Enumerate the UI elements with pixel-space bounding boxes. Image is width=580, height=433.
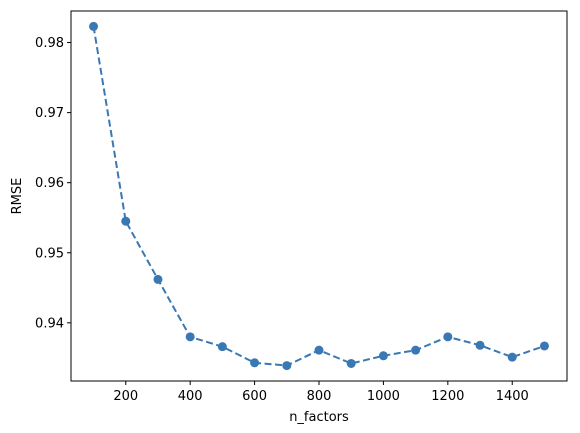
data-point bbox=[282, 361, 292, 371]
y-tick-label: 0.95 bbox=[35, 246, 64, 261]
y-tick-label: 0.97 bbox=[35, 106, 64, 121]
data-point bbox=[346, 358, 356, 368]
data-point bbox=[314, 345, 324, 355]
x-axis-label: n_factors bbox=[289, 410, 349, 425]
data-point bbox=[185, 332, 195, 342]
data-point bbox=[217, 342, 227, 352]
x-tick-label: 600 bbox=[242, 389, 267, 404]
y-tick-label: 0.96 bbox=[35, 176, 64, 191]
data-point bbox=[539, 341, 549, 351]
y-axis-label: RMSE bbox=[10, 178, 25, 215]
data-point bbox=[89, 21, 99, 31]
data-point bbox=[378, 351, 388, 361]
y-tick-label: 0.94 bbox=[35, 316, 64, 331]
x-tick-label: 200 bbox=[113, 389, 138, 404]
data-point bbox=[475, 340, 485, 350]
data-point bbox=[250, 358, 260, 368]
data-point bbox=[153, 274, 163, 284]
x-tick-label: 400 bbox=[178, 389, 203, 404]
data-point bbox=[411, 345, 421, 355]
data-point bbox=[507, 352, 517, 362]
x-tick-label: 1400 bbox=[496, 389, 529, 404]
y-tick-label: 0.98 bbox=[35, 36, 64, 51]
data-point bbox=[443, 332, 453, 342]
x-tick-label: 1000 bbox=[367, 389, 400, 404]
data-point bbox=[121, 216, 131, 226]
x-tick-label: 1200 bbox=[431, 389, 464, 404]
x-tick-label: 800 bbox=[307, 389, 332, 404]
